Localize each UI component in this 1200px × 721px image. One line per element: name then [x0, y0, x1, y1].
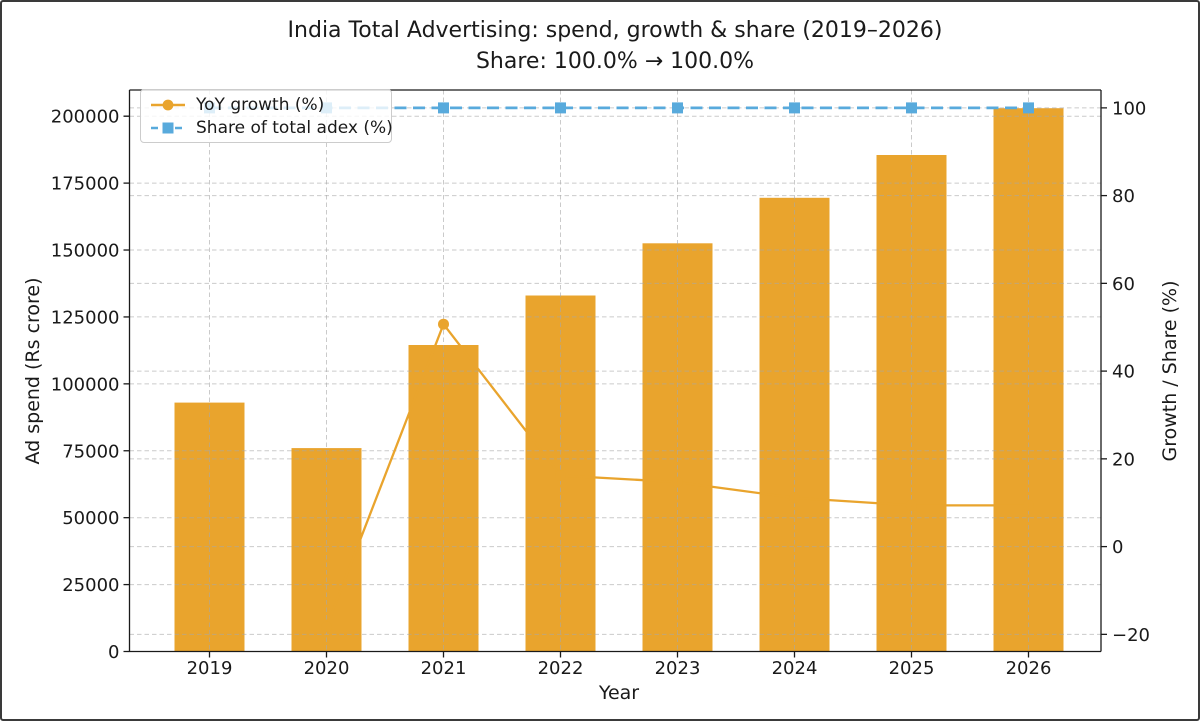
share-marker-2021	[438, 102, 449, 114]
share-marker-2025	[906, 102, 917, 114]
x-tick-label-2024: 2024	[772, 658, 818, 679]
y-tick-label-right-100: 100	[1112, 98, 1146, 119]
bars-layer	[174, 108, 1064, 652]
y-tick-label-left-25000: 25000	[62, 575, 119, 596]
chart-title: India Total Advertising: spend, growth &…	[287, 18, 943, 43]
legend-label-yoy-growth: YoY growth (%)	[196, 94, 325, 115]
x-tick-label-2020: 2020	[304, 658, 350, 679]
y-tick-label-right-0: 0	[1112, 537, 1123, 558]
share-marker-2022	[555, 102, 566, 114]
y-tick-label-left-100000: 100000	[51, 374, 120, 395]
share-line-icon	[151, 122, 185, 133]
legend: YoY growth (%) Share of total adex (%)	[140, 89, 393, 143]
y-tick-label-right--20: −20	[1112, 625, 1150, 646]
grid-layer	[129, 90, 1101, 652]
y-tick-label-left-175000: 175000	[51, 174, 120, 195]
x-axis-label: Year	[598, 682, 639, 704]
x-tick-label-2023: 2023	[655, 658, 701, 679]
y-tick-label-right-40: 40	[1112, 362, 1135, 383]
legend-item-yoy-growth: YoY growth (%)	[149, 93, 383, 116]
legend-label-share: Share of total adex (%)	[196, 117, 393, 138]
bar-2023	[642, 243, 713, 652]
y-tick-label-left-200000: 200000	[51, 107, 120, 128]
share-marker-2026	[1023, 102, 1034, 114]
x-tick-label-2021: 2021	[421, 658, 467, 679]
yoy-growth-marker-2025	[906, 499, 917, 511]
y-tick-label-right-80: 80	[1112, 186, 1135, 207]
y-tick-label-right-60: 60	[1112, 274, 1135, 295]
y-tick-label-right-20: 20	[1112, 449, 1135, 470]
y-tick-label-left-50000: 50000	[62, 508, 119, 529]
yoy-growth-line-icon	[151, 99, 185, 110]
yoy-growth-marker-2026	[1023, 499, 1034, 511]
y-tick-label-left-150000: 150000	[51, 241, 120, 262]
y-tick-label-left-0: 0	[108, 642, 119, 663]
y-axis-label-right: Growth / Share (%)	[1159, 280, 1181, 461]
x-tick-label-2026: 2026	[1006, 658, 1052, 679]
yoy-growth-marker-2022	[555, 470, 566, 481]
yoy-growth-marker-2024	[789, 492, 800, 504]
yoy-growth-marker-2020	[321, 621, 332, 633]
share-marker-2024	[789, 102, 800, 114]
share-marker-2023	[672, 102, 683, 114]
legend-item-share: Share of total adex (%)	[149, 116, 393, 139]
x-tick-label-2025: 2025	[889, 658, 935, 679]
x-tick-label-2022: 2022	[538, 658, 584, 679]
y-tick-label-left-75000: 75000	[62, 441, 119, 462]
chart-title-block: India Total Advertising: spend, growth &…	[129, 17, 1101, 76]
chart-subtitle: Share: 100.0% → 100.0%	[475, 49, 755, 74]
yoy-growth-marker-2023	[672, 476, 683, 488]
bar-2025	[876, 155, 947, 652]
x-tick-label-2019: 2019	[187, 658, 233, 679]
axes-layer: 0 25000 50000 75000 100000 125000 150000 175000…	[51, 89, 1150, 679]
y-tick-label-left-125000: 125000	[51, 307, 120, 328]
y-axis-label-left: Ad spend (Rs crore)	[22, 277, 44, 464]
yoy-growth-marker-2021	[438, 318, 449, 330]
